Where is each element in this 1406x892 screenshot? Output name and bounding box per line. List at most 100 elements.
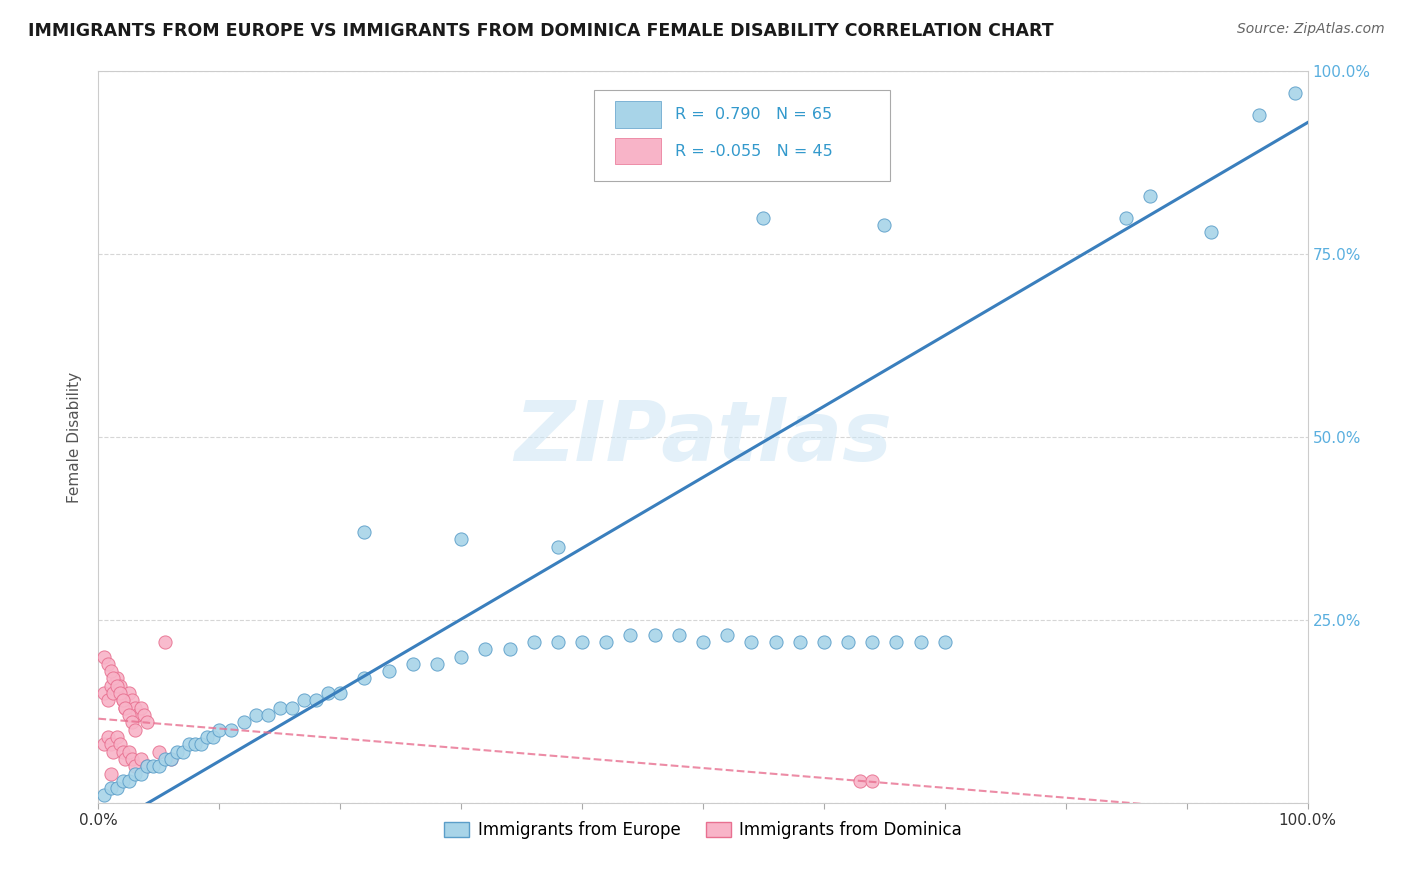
Text: R = -0.055   N = 45: R = -0.055 N = 45: [675, 144, 832, 159]
Point: [105, 730, 128, 744]
Point: [97, 693, 120, 707]
Point: [716, 627, 738, 641]
Point: [886, 635, 908, 649]
Point: [108, 737, 131, 751]
Point: [1249, 108, 1271, 122]
Point: [111, 745, 134, 759]
Point: [108, 679, 131, 693]
Point: [100, 766, 122, 780]
Point: [910, 635, 932, 649]
Point: [121, 693, 143, 707]
Point: [93, 649, 115, 664]
Point: [160, 752, 183, 766]
Point: [281, 700, 304, 714]
Point: [124, 723, 146, 737]
Point: [179, 737, 201, 751]
Point: [595, 635, 617, 649]
Point: [121, 715, 143, 730]
Text: ZIPatlas: ZIPatlas: [515, 397, 891, 477]
Point: [121, 752, 143, 766]
Point: [860, 635, 883, 649]
Point: [740, 635, 762, 649]
Point: [353, 525, 375, 540]
Point: [97, 657, 120, 671]
Point: [111, 693, 134, 707]
Point: [402, 657, 425, 671]
Point: [765, 635, 787, 649]
Point: [692, 635, 714, 649]
Point: [114, 752, 136, 766]
Point: [118, 708, 141, 723]
FancyBboxPatch shape: [614, 102, 661, 128]
Point: [105, 672, 128, 686]
Point: [232, 715, 254, 730]
Point: [474, 642, 496, 657]
Point: [571, 635, 593, 649]
Point: [129, 700, 152, 714]
Point: [101, 672, 124, 686]
FancyBboxPatch shape: [614, 138, 661, 164]
Y-axis label: Female Disability: Female Disability: [67, 371, 83, 503]
Point: [256, 708, 278, 723]
Point: [100, 781, 122, 796]
Point: [221, 723, 243, 737]
Point: [305, 693, 328, 707]
Point: [208, 723, 231, 737]
Point: [1115, 211, 1137, 225]
Point: [184, 737, 207, 751]
Point: [111, 773, 134, 788]
Point: [135, 715, 157, 730]
Point: [450, 649, 472, 664]
Point: [547, 540, 569, 554]
Point: [93, 686, 115, 700]
Point: [377, 664, 399, 678]
Point: [93, 737, 115, 751]
Point: [316, 686, 339, 700]
Point: [97, 730, 120, 744]
Point: [118, 773, 141, 788]
Point: [100, 664, 122, 678]
Point: [134, 708, 156, 723]
Point: [498, 642, 520, 657]
Point: [153, 635, 176, 649]
Point: [148, 745, 170, 759]
Point: [547, 635, 569, 649]
Point: [105, 679, 128, 693]
Point: [668, 627, 690, 641]
Point: [202, 730, 225, 744]
Point: [105, 781, 128, 796]
Point: [166, 745, 188, 759]
Point: [142, 759, 165, 773]
Point: [114, 700, 136, 714]
Point: [172, 745, 194, 759]
Point: [135, 759, 157, 773]
Point: [124, 759, 146, 773]
Point: [269, 700, 291, 714]
Point: [101, 745, 124, 759]
Point: [934, 635, 956, 649]
Point: [108, 686, 131, 700]
Point: [813, 635, 835, 649]
Point: [619, 627, 641, 641]
Point: [1199, 225, 1222, 239]
Point: [153, 752, 176, 766]
Point: [124, 700, 146, 714]
Point: [860, 773, 883, 788]
Point: [100, 679, 122, 693]
Point: [93, 789, 115, 803]
Point: [329, 686, 352, 700]
Point: [118, 686, 141, 700]
Point: [127, 708, 149, 723]
Text: IMMIGRANTS FROM EUROPE VS IMMIGRANTS FROM DOMINICA FEMALE DISABILITY CORRELATION: IMMIGRANTS FROM EUROPE VS IMMIGRANTS FRO…: [28, 22, 1053, 40]
Point: [837, 635, 859, 649]
Point: [292, 693, 315, 707]
Point: [129, 766, 152, 780]
Point: [450, 533, 472, 547]
Text: Source: ZipAtlas.com: Source: ZipAtlas.com: [1237, 22, 1385, 37]
Point: [353, 672, 375, 686]
Point: [135, 759, 157, 773]
Point: [426, 657, 449, 671]
Legend: Immigrants from Europe, Immigrants from Dominica: Immigrants from Europe, Immigrants from …: [437, 814, 969, 846]
Point: [523, 635, 546, 649]
Point: [114, 700, 136, 714]
